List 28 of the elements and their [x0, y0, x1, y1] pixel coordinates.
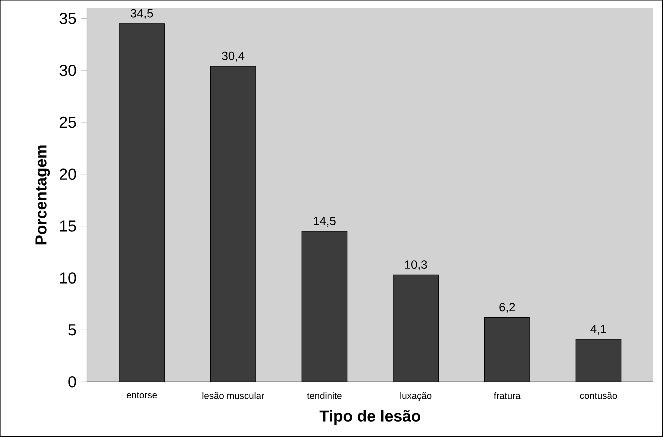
data-label: 34,5: [130, 9, 154, 20]
bar: [484, 317, 530, 382]
x-tick-label: entorse: [126, 392, 158, 398]
y-tick-label: 10: [60, 272, 76, 284]
y-tick-label: 15: [60, 220, 76, 232]
y-tick-label: 5: [68, 324, 76, 336]
bar: [576, 339, 622, 382]
y-tick-label: 20: [60, 168, 76, 180]
x-tick-label: contusão: [580, 392, 618, 400]
y-tick-label: 30: [60, 64, 76, 76]
data-label: 4,1: [590, 324, 606, 335]
x-tick-label: tendinite: [307, 392, 342, 400]
x-tick-label: fratura: [494, 392, 521, 400]
bar: [210, 66, 256, 382]
data-label: 30,4: [222, 52, 245, 62]
bar: [393, 274, 439, 382]
data-label: 10,3: [405, 260, 428, 270]
x-tick-label: luxação: [400, 392, 432, 402]
y-tick-label: 0: [68, 376, 76, 388]
data-label: 6,2: [500, 303, 516, 313]
bar: [302, 231, 348, 382]
x-tick-label: lesão muscular: [202, 392, 264, 400]
y-axis-title: Porcentagem: [36, 146, 50, 244]
y-tick-label: 35: [60, 12, 76, 24]
bar: [119, 24, 165, 382]
data-label: 14,5: [314, 216, 336, 227]
y-tick-label: 25: [60, 116, 76, 128]
x-axis-title: Tipo de lesão: [320, 410, 420, 425]
